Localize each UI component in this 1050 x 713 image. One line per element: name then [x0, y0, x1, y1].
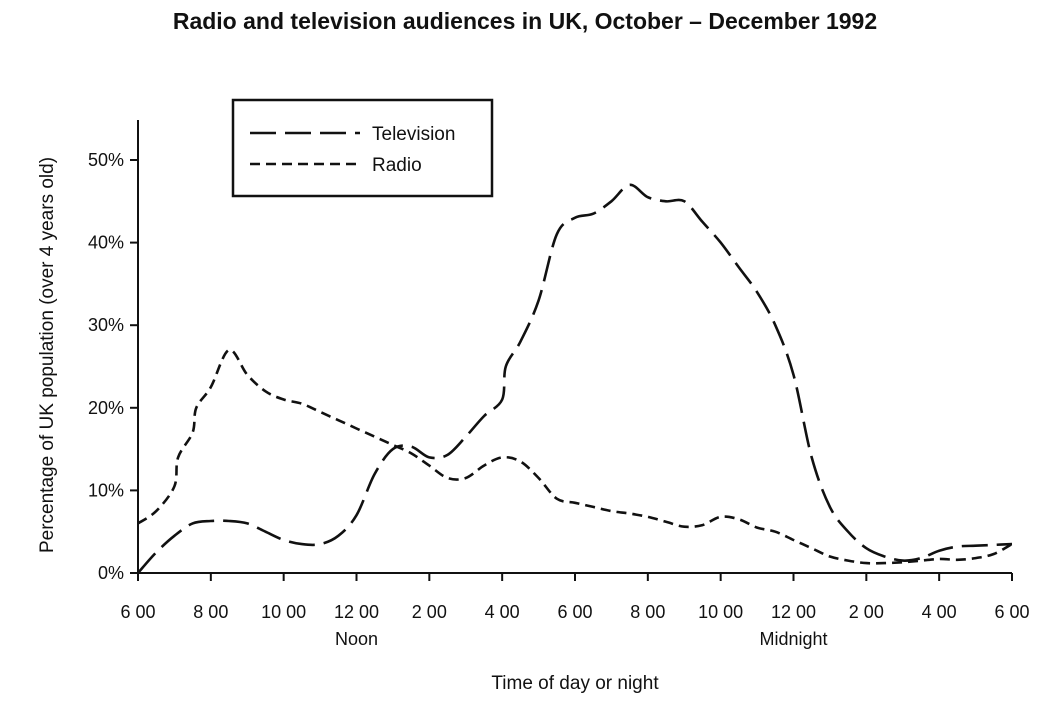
- y-tick-label: 50%: [88, 150, 124, 170]
- x-tick-label: 6 00: [120, 602, 155, 622]
- x-tick-sublabel: Noon: [335, 629, 378, 649]
- legend: Television Radio: [231, 98, 494, 198]
- x-tick-label: 12 00: [771, 602, 816, 622]
- x-tick-label: 8 00: [193, 602, 228, 622]
- series-layer: [137, 183, 1013, 574]
- x-tick-label: 4 00: [485, 602, 520, 622]
- chart-title: Radio and television audiences in UK, Oc…: [172, 8, 878, 34]
- x-tick-label: 4 00: [922, 602, 957, 622]
- x-axis-title: Time of day or night: [491, 673, 659, 694]
- series-line-radio: [137, 348, 1013, 565]
- x-tick-label: 8 00: [630, 602, 665, 622]
- y-tick-label: 20%: [88, 398, 124, 418]
- x-tick-label: 10 00: [698, 602, 743, 622]
- legend-box: [231, 98, 494, 198]
- x-tick-label: 10 00: [261, 602, 306, 622]
- x-tick-label: 12 00: [334, 602, 379, 622]
- y-axis-title: Percentage of UK population (over 4 year…: [37, 157, 58, 553]
- y-tick-label: 10%: [88, 480, 124, 500]
- y-tick-label: 40%: [88, 233, 124, 253]
- y-tick-label: 0%: [98, 563, 124, 583]
- x-tick-label: 2 00: [849, 602, 884, 622]
- y-tick-label: 30%: [88, 315, 124, 335]
- x-tick-label: 2 00: [412, 602, 447, 622]
- x-ticks: 6 00 8 00 10 00 12 00 Noon 2 00 4 00 6 00 8 00 10…: [120, 573, 1030, 649]
- x-tick-label: 6 00: [994, 602, 1029, 622]
- legend-label-radio: Radio: [372, 155, 422, 176]
- legend-label-television: Television: [372, 124, 455, 145]
- series-line-television: [137, 183, 1013, 574]
- x-tick-label: 6 00: [557, 602, 592, 622]
- y-ticks: 0% 10% 20% 30% 40% 50%: [88, 150, 138, 583]
- x-tick-sublabel: Midnight: [759, 629, 827, 649]
